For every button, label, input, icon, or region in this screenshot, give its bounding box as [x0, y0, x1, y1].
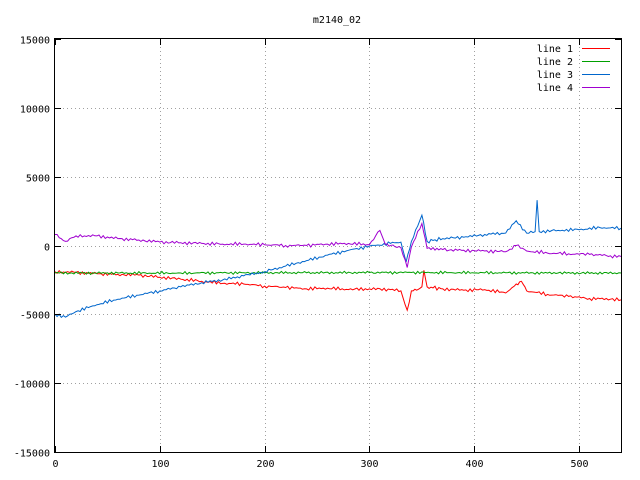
y-tick-label: 5000: [26, 174, 50, 185]
y-tick-label: -10000: [14, 380, 50, 391]
x-tick-label: 500: [570, 459, 588, 470]
x-tick-label: 0: [52, 459, 58, 470]
x-tick-label: 300: [360, 459, 378, 470]
grid: [55, 39, 621, 452]
series-line: [54, 200, 622, 319]
x-tick-label: 100: [151, 459, 169, 470]
y-tick-label: -15000: [14, 449, 50, 460]
legend-label: line 2: [537, 57, 573, 68]
legend-label: line 1: [537, 44, 573, 55]
y-tick-label: -5000: [20, 311, 50, 322]
series-lines: [54, 200, 622, 319]
legend-label: line 3: [537, 70, 573, 81]
series-line: [54, 270, 622, 276]
x-tick-label: 200: [256, 459, 274, 470]
y-tick-label: 10000: [20, 105, 50, 116]
y-tick-label: 15000: [20, 36, 50, 47]
y-tick-label: 0: [44, 243, 50, 254]
legend-label: line 4: [537, 83, 573, 94]
chart-title: m2140_02: [313, 15, 361, 26]
series-line: [55, 221, 622, 268]
x-tick-label: 400: [465, 459, 483, 470]
plot-frame: [54, 38, 622, 453]
series-line: [54, 269, 622, 312]
legend: line 1 line 2 line 3 line 4: [537, 44, 610, 94]
axis-ticks: -15000 -10000 -5000 0 5000 10000 15000 0 100 200 3…: [14, 36, 621, 470]
